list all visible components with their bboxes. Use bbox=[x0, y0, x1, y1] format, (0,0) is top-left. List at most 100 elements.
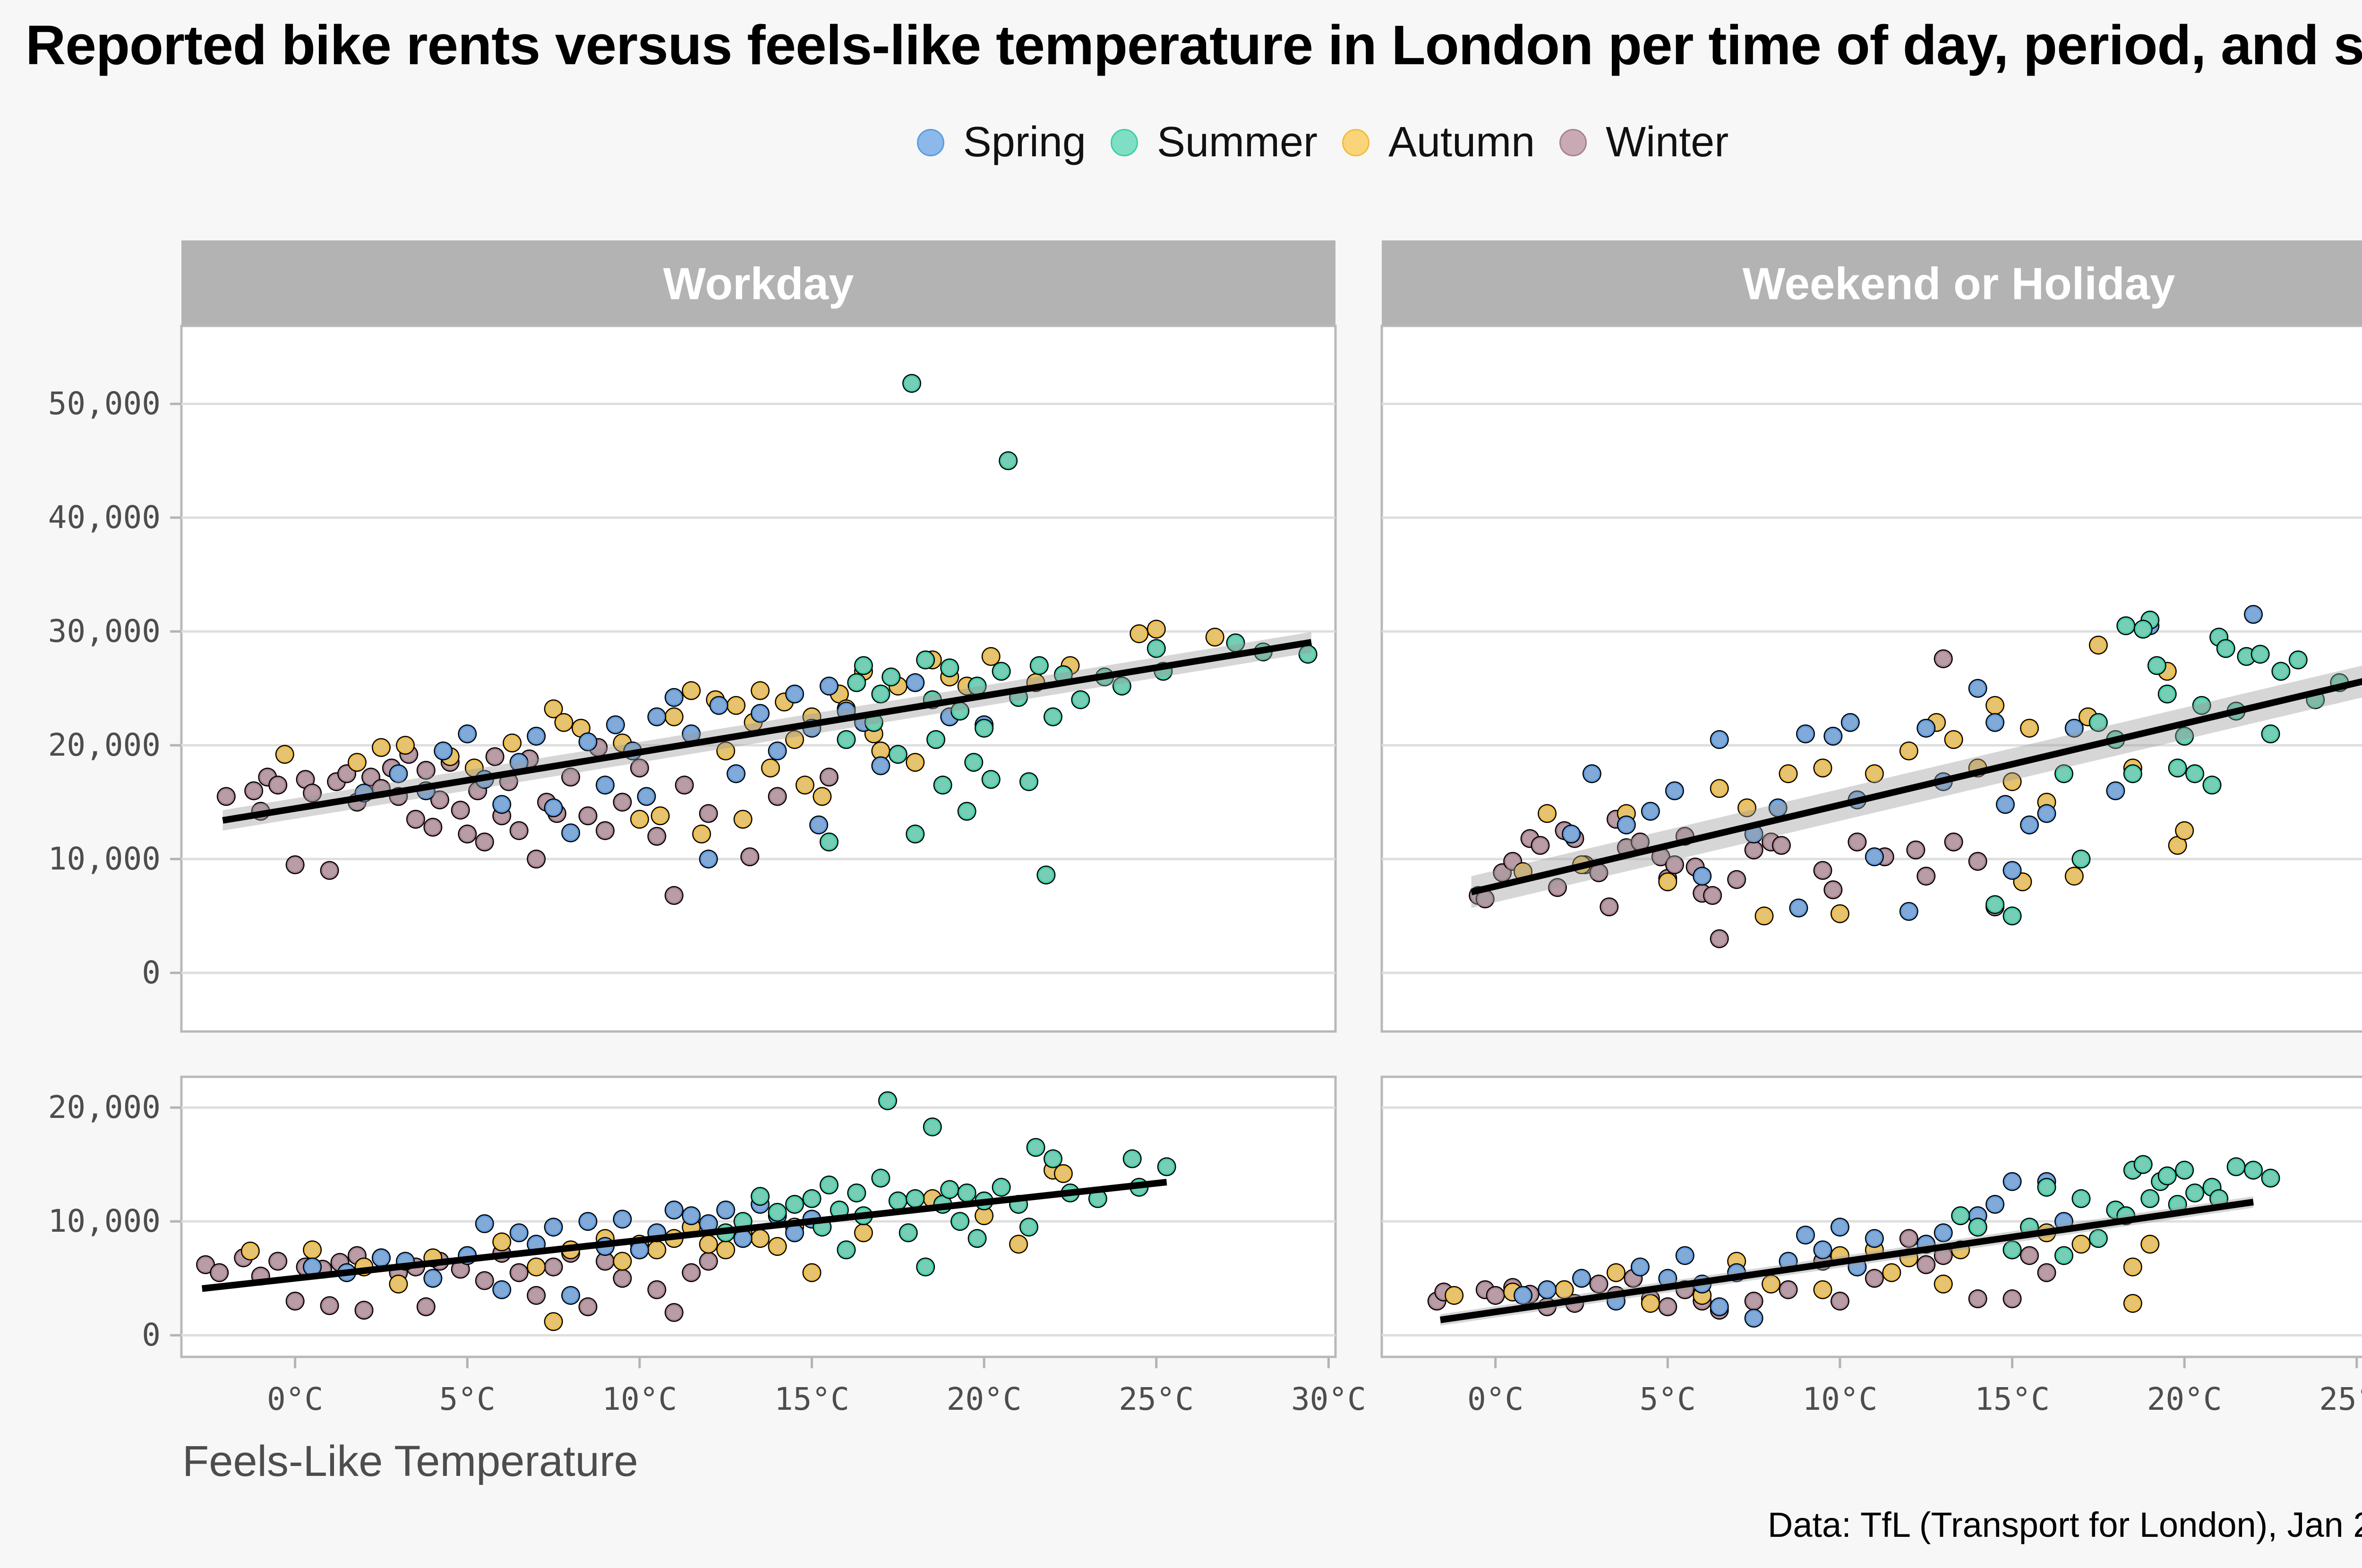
data-point-autumn bbox=[2090, 637, 2107, 654]
data-point-autumn bbox=[1935, 1276, 1952, 1293]
data-point-summer bbox=[1037, 867, 1054, 884]
data-point-autumn bbox=[717, 742, 734, 759]
data-point-spring bbox=[1814, 1241, 1831, 1258]
legend-item-summer[interactable]: Summer bbox=[1110, 118, 1318, 167]
data-point-autumn bbox=[1945, 731, 1962, 748]
data-point-summer bbox=[2038, 1179, 2055, 1196]
data-point-winter bbox=[1590, 1276, 1607, 1293]
data-point-winter bbox=[1494, 864, 1511, 881]
data-point-autumn bbox=[1986, 697, 2003, 714]
legend-item-winter[interactable]: Winter bbox=[1559, 118, 1729, 167]
data-point-spring bbox=[528, 728, 545, 745]
y-tick-label: 10,000 bbox=[48, 1203, 161, 1239]
data-point-summer bbox=[900, 1224, 917, 1241]
trend-line bbox=[1470, 678, 2362, 895]
data-point-summer bbox=[838, 1241, 855, 1258]
data-point-summer bbox=[924, 1118, 941, 1135]
x-tick-label: 10°C bbox=[602, 1381, 677, 1417]
x-tick-label: 25°C bbox=[1119, 1381, 1194, 1417]
data-point-autumn bbox=[855, 1224, 872, 1241]
data-point-summer bbox=[958, 803, 976, 820]
data-point-spring bbox=[580, 733, 597, 750]
data-point-summer bbox=[2117, 617, 2134, 634]
trend-line bbox=[222, 639, 1312, 824]
data-point-spring bbox=[700, 851, 717, 868]
data-point-spring bbox=[1666, 782, 1683, 799]
data-point-autumn bbox=[373, 739, 390, 756]
data-point-spring bbox=[1831, 1219, 1849, 1236]
data-point-spring bbox=[727, 765, 745, 782]
data-source-caption: Data: TfL (Transport for London), Jan 20… bbox=[1767, 1505, 2362, 1544]
trend-line bbox=[201, 1179, 1167, 1292]
data-point-spring bbox=[1900, 903, 1917, 920]
data-point-summer bbox=[872, 686, 889, 703]
x-tick-label: 20°C bbox=[2147, 1381, 2222, 1417]
data-point-summer bbox=[2135, 621, 2152, 638]
data-point-spring bbox=[459, 725, 476, 742]
legend-swatch-summer bbox=[1110, 128, 1138, 156]
data-point-summer bbox=[872, 1170, 889, 1187]
data-point-spring bbox=[821, 678, 838, 695]
data-point-spring bbox=[607, 716, 624, 733]
data-point-spring bbox=[1694, 868, 1711, 885]
data-point-summer bbox=[993, 663, 1010, 680]
data-point-summer bbox=[1020, 1219, 1037, 1236]
data-point-summer bbox=[890, 746, 907, 763]
data-point-summer bbox=[951, 703, 968, 720]
legend-item-autumn[interactable]: Autumn bbox=[1342, 118, 1535, 167]
data-point-spring bbox=[1515, 1287, 1532, 1304]
facet-strip-weekend-holiday: Weekend or Holiday bbox=[1382, 240, 2362, 326]
data-point-winter bbox=[1746, 842, 1763, 859]
data-point-winter bbox=[431, 792, 448, 809]
data-point-spring bbox=[545, 799, 562, 816]
data-point-summer bbox=[1044, 708, 1061, 725]
legend-label-autumn: Autumn bbox=[1388, 119, 1535, 166]
data-point-spring bbox=[1866, 1230, 1883, 1247]
data-point-spring bbox=[872, 757, 889, 774]
data-point-autumn bbox=[555, 714, 572, 731]
data-point-autumn bbox=[1780, 765, 1797, 782]
trend-line bbox=[1439, 1199, 2254, 1323]
data-point-winter bbox=[245, 782, 262, 799]
data-point-autumn bbox=[2014, 873, 2031, 890]
data-point-winter bbox=[1917, 1256, 1934, 1273]
data-point-spring bbox=[710, 697, 727, 714]
legend-item-spring[interactable]: Spring bbox=[916, 118, 1086, 167]
facet-strip-workday: Workday bbox=[181, 240, 1335, 326]
data-point-summer bbox=[2090, 714, 2107, 731]
data-point-winter bbox=[476, 1272, 493, 1289]
x-tick-label: 15°C bbox=[774, 1381, 849, 1417]
data-point-summer bbox=[907, 826, 924, 843]
data-point-summer bbox=[890, 1193, 907, 1210]
data-point-autumn bbox=[2066, 868, 2083, 885]
data-point-winter bbox=[338, 765, 355, 782]
data-point-autumn bbox=[907, 754, 924, 771]
data-point-summer bbox=[903, 375, 920, 392]
data-point-summer bbox=[907, 1190, 924, 1207]
data-point-spring bbox=[476, 1215, 493, 1232]
data-point-autumn bbox=[1556, 1281, 1573, 1298]
data-point-winter bbox=[676, 776, 693, 793]
data-point-spring bbox=[2066, 720, 2083, 737]
data-point-winter bbox=[528, 851, 545, 868]
data-point-winter bbox=[1945, 834, 1962, 851]
y-tick-label: 10,000 bbox=[48, 841, 161, 877]
data-point-spring bbox=[1770, 799, 1787, 816]
data-point-summer bbox=[838, 731, 855, 748]
x-tick-label: 0°C bbox=[1467, 1381, 1523, 1417]
data-point-winter bbox=[700, 805, 717, 822]
data-point-autumn bbox=[1010, 1236, 1027, 1253]
data-point-winter bbox=[528, 1287, 545, 1304]
data-point-summer bbox=[848, 674, 865, 691]
data-point-summer bbox=[1227, 634, 1244, 651]
data-point-autumn bbox=[2169, 837, 2186, 854]
data-point-autumn bbox=[1539, 805, 1556, 822]
data-point-autumn bbox=[796, 776, 813, 793]
data-point-winter bbox=[418, 1298, 435, 1315]
data-point-spring bbox=[1746, 1310, 1763, 1327]
data-point-winter bbox=[511, 822, 528, 839]
data-point-spring bbox=[1573, 1270, 1590, 1287]
data-point-summer bbox=[1113, 678, 1130, 695]
x-axis-title: Feels-Like Temperature bbox=[182, 1437, 638, 1485]
data-point-summer bbox=[2186, 765, 2203, 782]
